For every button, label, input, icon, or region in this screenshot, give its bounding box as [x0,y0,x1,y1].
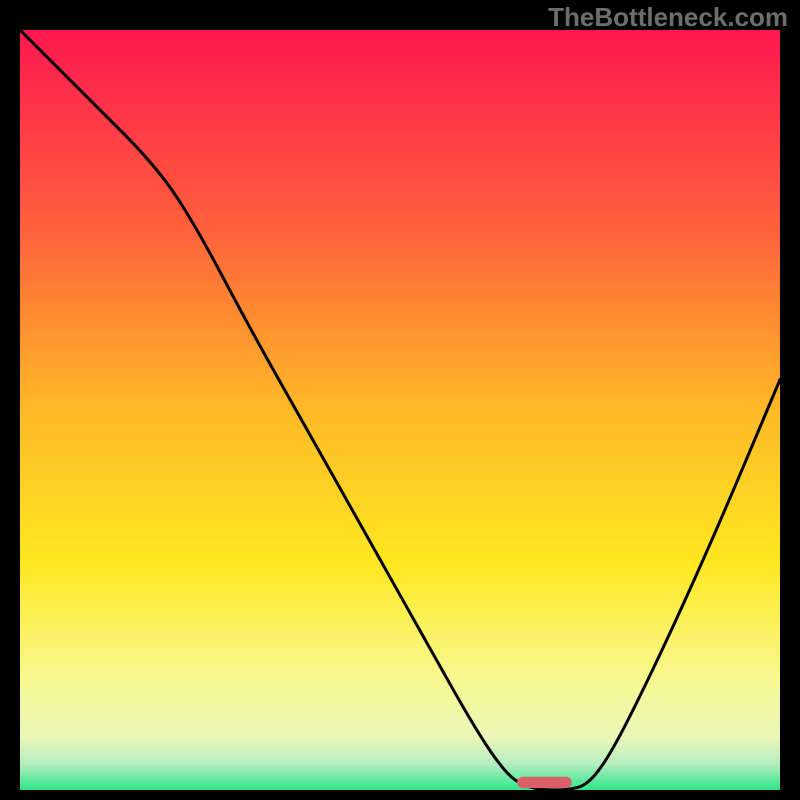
plot-area [20,30,780,790]
chart-frame: TheBottleneck.com [0,0,800,800]
watermark-text: TheBottleneck.com [548,2,788,33]
indicator-layer [20,30,780,790]
optimal-range-indicator [517,777,572,788]
